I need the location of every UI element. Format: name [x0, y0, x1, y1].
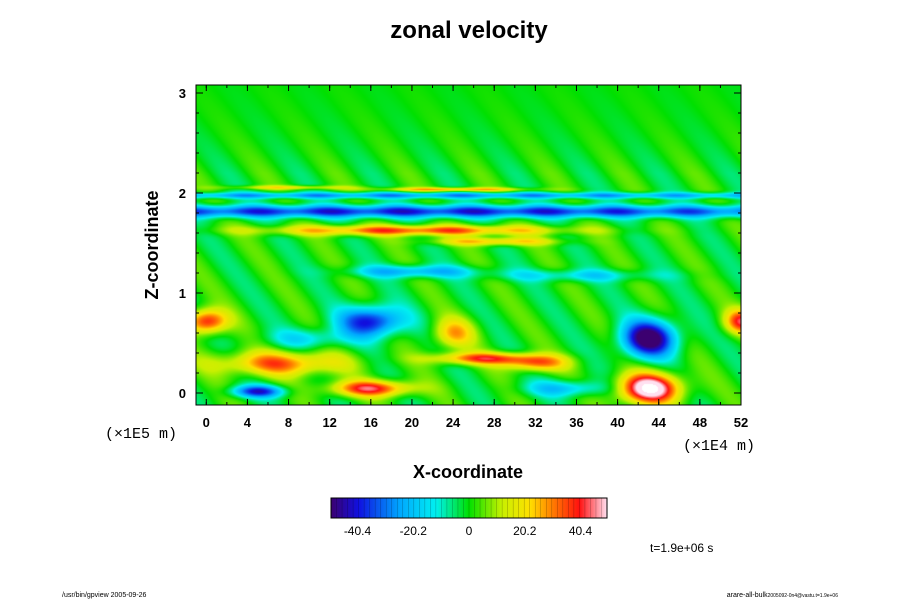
x-tick-label: 52	[734, 415, 748, 430]
x-tick-label: 16	[364, 415, 378, 430]
x-tick-label: 4	[244, 415, 252, 430]
colorbar-tick-label: -40.4	[344, 524, 372, 538]
footer-left-note: /usr/bin/gpview 2005-09-26	[62, 592, 147, 599]
x-tick-label: 20	[405, 415, 419, 430]
chart-title: zonal velocity	[390, 17, 548, 44]
footer-right-note-sub: 2005092-0n4@vastu.t=1.9e+06	[768, 593, 839, 599]
footer-right-note: arare-all-bulk2005092-0n4@vastu.t=1.9e+0…	[727, 592, 838, 599]
y-axis-ticks: 0 1 2 3	[179, 86, 741, 401]
y-tick-label: 0	[179, 386, 186, 401]
x-tick-label: 24	[446, 415, 461, 430]
heatmap-holder	[196, 85, 741, 405]
colorbar-tick-label: 20.2	[513, 524, 537, 538]
x-tick-label: 40	[610, 415, 624, 430]
plot-area	[195, 84, 742, 406]
y-tick-label: 2	[179, 186, 186, 201]
y-axis-unit: (×1E5 m)	[105, 426, 177, 443]
x-tick-label: 44	[652, 415, 667, 430]
y-tick-label: 3	[179, 86, 186, 101]
time-label: t=1.9e+06 s	[650, 541, 713, 555]
x-axis-label: X-coordinate	[413, 462, 523, 482]
colorbar-bar	[330, 497, 608, 519]
colorbar-ticks: -40.4 -20.2 0 20.2 40.4	[330, 498, 608, 538]
x-tick-label: 28	[487, 415, 501, 430]
plot-frame	[195, 84, 742, 406]
x-tick-label: 32	[528, 415, 542, 430]
x-tick-label: 48	[693, 415, 707, 430]
x-axis-ticks: 0 4 8 12 16 20 24 28 32 36 40 44 48 52	[203, 85, 748, 430]
x-tick-label: 8	[285, 415, 292, 430]
colorbar-tick-label: 40.4	[569, 524, 593, 538]
heatmap-canvas	[196, 85, 741, 405]
y-tick-label: 1	[179, 286, 186, 301]
footer-right-note-main: arare-all-bulk	[727, 592, 768, 599]
x-tick-label: 36	[569, 415, 583, 430]
colorbar-tick-label: 0	[466, 524, 473, 538]
colorbar-tick-label: -20.2	[400, 524, 428, 538]
colorbar: -40.4 -20.2 0 20.2 40.4	[330, 497, 608, 538]
x-axis-unit: (×1E4 m)	[683, 438, 755, 455]
y-axis-label: Z-coordinate	[142, 190, 162, 299]
x-tick-label: 0	[203, 415, 210, 430]
x-tick-label: 12	[322, 415, 336, 430]
